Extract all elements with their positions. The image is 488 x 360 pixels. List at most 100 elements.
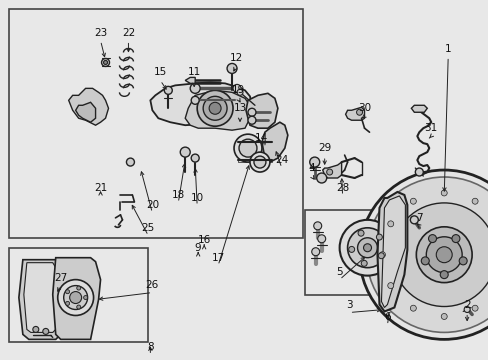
Text: 20: 20 xyxy=(145,200,159,210)
Circle shape xyxy=(435,247,451,263)
Circle shape xyxy=(316,173,326,183)
Polygon shape xyxy=(238,142,271,162)
Text: 17: 17 xyxy=(211,253,224,263)
Polygon shape xyxy=(150,82,251,128)
Circle shape xyxy=(471,305,477,311)
Polygon shape xyxy=(345,107,364,120)
Text: 11: 11 xyxy=(187,67,201,77)
Polygon shape xyxy=(322,162,341,178)
Circle shape xyxy=(33,327,39,332)
Circle shape xyxy=(439,271,447,279)
Circle shape xyxy=(197,90,233,126)
Circle shape xyxy=(440,314,447,319)
Polygon shape xyxy=(381,196,405,307)
Circle shape xyxy=(77,305,81,309)
Circle shape xyxy=(190,84,200,93)
Circle shape xyxy=(103,60,107,64)
Circle shape xyxy=(203,96,226,120)
Text: 16: 16 xyxy=(197,235,210,245)
Circle shape xyxy=(126,158,134,166)
Text: 6: 6 xyxy=(384,312,390,323)
Text: 8: 8 xyxy=(147,342,153,352)
Text: 26: 26 xyxy=(145,280,159,289)
Bar xyxy=(9,9,302,238)
Polygon shape xyxy=(185,90,251,130)
Polygon shape xyxy=(262,122,287,162)
Circle shape xyxy=(426,237,461,273)
Circle shape xyxy=(378,253,384,259)
Circle shape xyxy=(379,252,385,258)
Circle shape xyxy=(83,296,87,300)
Polygon shape xyxy=(24,263,56,332)
Circle shape xyxy=(451,235,459,243)
Text: 23: 23 xyxy=(94,28,107,37)
Text: 18: 18 xyxy=(171,190,184,200)
Text: 14: 14 xyxy=(255,133,268,143)
Circle shape xyxy=(387,283,393,289)
Circle shape xyxy=(366,177,488,332)
Text: 5: 5 xyxy=(336,267,342,276)
Circle shape xyxy=(409,216,417,224)
Circle shape xyxy=(311,248,319,256)
Circle shape xyxy=(387,221,393,227)
Text: 29: 29 xyxy=(317,143,331,153)
Circle shape xyxy=(247,108,255,116)
Text: 30: 30 xyxy=(357,103,370,113)
Circle shape xyxy=(58,280,93,315)
Polygon shape xyxy=(53,258,101,339)
Circle shape xyxy=(357,238,377,258)
Bar xyxy=(9,248,148,342)
Text: 27: 27 xyxy=(54,273,67,283)
Circle shape xyxy=(361,260,366,266)
Text: 21: 21 xyxy=(94,183,107,193)
Circle shape xyxy=(180,147,190,157)
Circle shape xyxy=(209,102,221,114)
Text: 2: 2 xyxy=(463,300,469,310)
Text: 12: 12 xyxy=(229,54,242,63)
Circle shape xyxy=(247,116,255,124)
Circle shape xyxy=(359,170,488,339)
Circle shape xyxy=(356,109,362,115)
Text: 13: 13 xyxy=(233,103,246,113)
Circle shape xyxy=(357,230,363,236)
Circle shape xyxy=(309,157,319,167)
Polygon shape xyxy=(245,93,277,128)
Circle shape xyxy=(253,156,265,168)
Text: 25: 25 xyxy=(142,223,155,233)
Text: 15: 15 xyxy=(153,67,166,77)
Polygon shape xyxy=(76,102,95,122)
Circle shape xyxy=(415,227,471,283)
Circle shape xyxy=(463,306,469,312)
Text: 3: 3 xyxy=(346,300,352,310)
Text: 10: 10 xyxy=(190,193,203,203)
Circle shape xyxy=(414,168,423,176)
Circle shape xyxy=(363,244,371,252)
Polygon shape xyxy=(68,88,108,125)
Circle shape xyxy=(471,198,477,204)
Circle shape xyxy=(237,89,243,95)
Circle shape xyxy=(313,222,321,230)
Text: 4: 4 xyxy=(308,163,314,173)
Text: 22: 22 xyxy=(122,28,135,37)
Circle shape xyxy=(409,305,415,311)
Circle shape xyxy=(440,190,447,196)
Text: 31: 31 xyxy=(424,123,437,133)
Circle shape xyxy=(234,134,262,162)
Circle shape xyxy=(233,84,241,92)
Circle shape xyxy=(102,58,109,67)
Circle shape xyxy=(326,169,332,175)
Circle shape xyxy=(458,257,466,265)
Text: 19: 19 xyxy=(231,85,244,95)
Circle shape xyxy=(164,86,172,94)
Circle shape xyxy=(348,246,354,252)
Circle shape xyxy=(249,152,269,172)
Circle shape xyxy=(65,290,69,294)
Circle shape xyxy=(427,235,436,243)
Circle shape xyxy=(239,139,256,157)
Circle shape xyxy=(191,96,199,104)
Polygon shape xyxy=(410,105,427,112)
Circle shape xyxy=(42,328,49,334)
Circle shape xyxy=(63,285,87,310)
Text: 9: 9 xyxy=(195,243,201,253)
Polygon shape xyxy=(377,192,407,311)
